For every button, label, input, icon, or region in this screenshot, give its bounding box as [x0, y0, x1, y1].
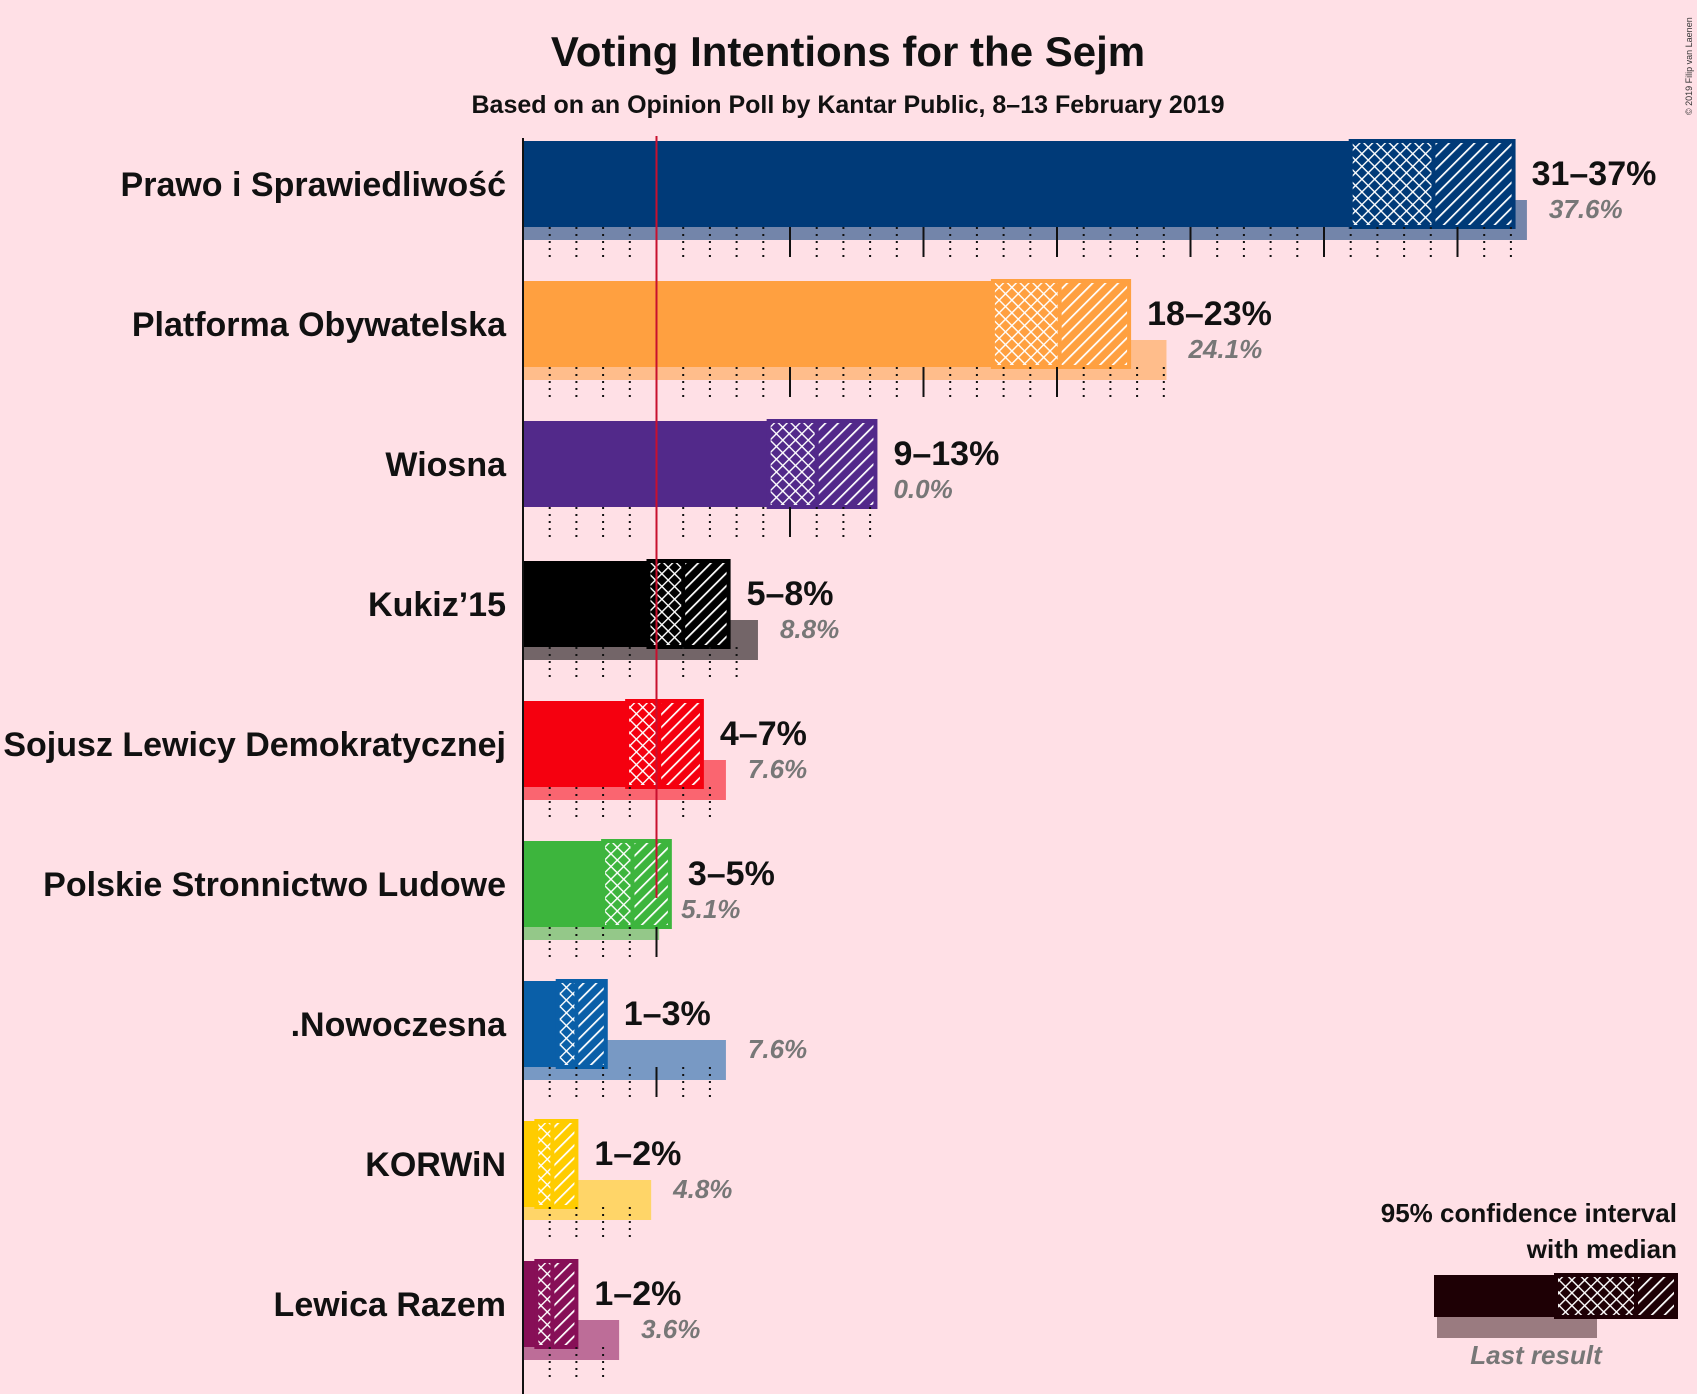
party-0-solid-bar	[523, 141, 1351, 227]
legend-ci-outline	[1554, 1273, 1678, 1319]
party-3-range-label: 5–8%	[747, 575, 834, 613]
copyright-note: © 2019 Filip van Laenen	[1684, 17, 1694, 115]
party-5-solid-bar	[523, 841, 604, 927]
legend-title-line2: with median	[1526, 1234, 1677, 1264]
party-4-range-label: 4–7%	[720, 715, 807, 753]
party-8-ci-upper	[552, 1261, 577, 1347]
party-7-range-label: 1–2%	[594, 1135, 681, 1173]
party-2-solid-bar	[523, 421, 769, 507]
party-7-name: KORWiN	[365, 1146, 506, 1184]
party-7-solid-bar	[523, 1121, 537, 1207]
party-4-name: Sojusz Lewicy Demokratycznej	[3, 726, 506, 764]
party-6-ci-outline	[555, 979, 608, 1069]
party-3-name: Kukiz’15	[368, 586, 506, 624]
party-8-last-label: 3.6%	[641, 1314, 700, 1344]
legend: 95% confidence interval with median Last…	[1381, 1198, 1678, 1370]
party-1-ci-lower	[992, 281, 1060, 367]
party-1-ci-upper	[1059, 281, 1130, 367]
party-4-last-label: 7.6%	[748, 754, 807, 784]
party-2-ci-outline	[766, 419, 878, 509]
party-6-ci-upper	[576, 981, 606, 1067]
party-3-last-label: 8.8%	[780, 614, 839, 644]
party-3-ci-outline	[646, 559, 731, 649]
party-6-solid-bar	[523, 981, 558, 1067]
party-8-ci-outline	[534, 1259, 579, 1349]
party-4-ci-lower	[627, 701, 660, 787]
party-5-ci-outline	[601, 839, 672, 929]
party-6-name: .Nowoczesna	[291, 1006, 507, 1044]
party-8-ci-lower	[536, 1261, 553, 1347]
party-2-ci-lower	[768, 421, 817, 507]
party-1-last-label: 24.1%	[1187, 334, 1262, 364]
party-0-last-label: 37.6%	[1549, 194, 1623, 224]
party-5-ci-upper	[632, 841, 670, 927]
party-2-range-label: 9–13%	[893, 435, 999, 473]
legend-ci-lower	[1556, 1275, 1636, 1317]
party-6-ci-lower	[557, 981, 577, 1067]
party-8-range-label: 1–2%	[594, 1275, 681, 1313]
party-3-ci-lower	[648, 561, 684, 647]
chart-subtitle: Based on an Opinion Poll by Kantar Publi…	[471, 91, 1224, 119]
party-5-range-label: 3–5%	[688, 855, 775, 893]
party-0-ci-upper	[1433, 141, 1514, 227]
chart-title: Voting Intentions for the Sejm	[551, 28, 1145, 75]
party-1-range-label: 18–23%	[1147, 295, 1272, 333]
party-6-last-label: 7.6%	[748, 1034, 807, 1064]
party-3-solid-bar	[523, 561, 649, 647]
party-5-ci-lower	[603, 841, 633, 927]
party-7-last-label: 4.8%	[672, 1174, 732, 1204]
party-3-ci-upper	[683, 561, 729, 647]
party-4-ci-upper	[659, 701, 702, 787]
party-8-solid-bar	[523, 1261, 537, 1347]
party-7-ci-outline	[534, 1119, 579, 1209]
bars-group: Prawo i Sprawiedliwość 31–37%37.6% Platfor…	[3, 136, 1656, 1394]
party-4-solid-bar	[523, 701, 628, 787]
party-7-ci-lower	[536, 1121, 553, 1207]
party-1-name: Platforma Obywatelska	[132, 306, 507, 344]
legend-solid-bar	[1434, 1275, 1556, 1317]
party-2-name: Wiosna	[385, 446, 507, 484]
party-0-ci-lower	[1350, 141, 1434, 227]
party-6-range-label: 1–3%	[624, 995, 711, 1033]
party-2-last-label: 0.0%	[893, 474, 952, 504]
party-7-ci-upper	[552, 1121, 577, 1207]
legend-ci-upper	[1636, 1275, 1676, 1317]
party-4-ci-outline	[625, 699, 704, 789]
party-0-range-label: 31–37%	[1532, 155, 1657, 193]
legend-last-result-label: Last result	[1470, 1340, 1603, 1370]
party-5-last-label: 5.1%	[681, 894, 740, 924]
party-8-name: Lewica Razem	[274, 1286, 506, 1324]
party-2-ci-upper	[816, 421, 876, 507]
party-1-solid-bar	[523, 281, 993, 367]
party-5-name: Polskie Stronnictwo Ludowe	[43, 866, 506, 904]
party-0-name: Prawo i Sprawiedliwość	[121, 166, 506, 204]
legend-title-line1: 95% confidence interval	[1381, 1198, 1677, 1228]
